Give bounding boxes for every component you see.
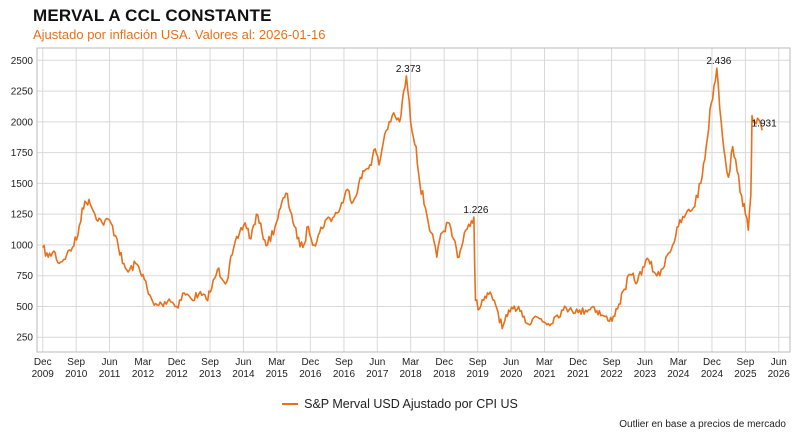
legend-label: S&P Merval USD Ajustado por CPI US <box>304 397 518 411</box>
x-tick-label: Jun <box>771 357 787 368</box>
x-tick-label-year: 2016 <box>299 369 322 380</box>
x-tick-label-year: 2016 <box>333 369 356 380</box>
x-tick-label-year: 2013 <box>199 369 222 380</box>
x-tick-label: Sep <box>737 357 755 368</box>
y-tick-label: 250 <box>16 333 33 344</box>
y-tick-label: 1750 <box>11 148 34 159</box>
x-tick-label-year: 2018 <box>400 369 423 380</box>
data-label: 2.436 <box>706 56 731 67</box>
y-tick-label: 1250 <box>11 210 34 221</box>
x-tick-label: Sep <box>335 357 353 368</box>
x-tick-label-year: 2010 <box>65 369 88 380</box>
axis-layer: 250 500 750 1000 1250 1500 1750 2000 2250 2500 Dec… <box>11 47 791 380</box>
chart-title: MERVAL A CCL CONSTANTE <box>33 6 272 25</box>
x-tick-label-year: 2023 <box>634 369 657 380</box>
x-tick-label-year: 2024 <box>667 369 690 380</box>
x-tick-label: Sep <box>67 357 85 368</box>
y-tick-label: 1500 <box>11 179 34 190</box>
y-tick-label: 2000 <box>11 117 34 128</box>
x-tick-label-year: 2019 <box>467 369 490 380</box>
data-label: 1.226 <box>463 205 488 216</box>
x-tick-label-year: 2024 <box>701 369 724 380</box>
x-tick-label-year: 2014 <box>232 369 255 380</box>
x-tick-label: Jun <box>637 357 653 368</box>
x-tick-label: Mar <box>536 357 554 368</box>
x-tick-label-year: 2018 <box>433 369 456 380</box>
x-tick-label-year: 2026 <box>768 369 791 380</box>
x-tick-label-year: 2009 <box>32 369 55 380</box>
x-tick-label: Jun <box>503 357 519 368</box>
legend[interactable]: S&P Merval USD Ajustado por CPI US <box>0 397 800 411</box>
footnote: Outlier en base a precios de mercado <box>619 419 786 430</box>
y-tick-label: 750 <box>16 271 33 282</box>
x-tick-label: Mar <box>268 357 286 368</box>
x-tick-label: Sep <box>201 357 219 368</box>
legend-line-swatch <box>282 402 299 405</box>
x-tick-label-year: 2012 <box>132 369 155 380</box>
x-tick-label-year: 2017 <box>366 369 389 380</box>
x-tick-label: Jun <box>235 357 251 368</box>
x-tick-label: Mar <box>134 357 152 368</box>
plot-frame <box>36 47 791 353</box>
x-tick-label: Jun <box>369 357 385 368</box>
x-tick-label: Dec <box>301 357 319 368</box>
x-tick-label-year: 2011 <box>99 369 121 380</box>
y-tick-label: 500 <box>16 302 33 313</box>
x-tick-label: Sep <box>603 357 621 368</box>
y-tick-label: 2500 <box>11 56 34 67</box>
data-label: 2.373 <box>396 64 421 75</box>
x-tick-label: Sep <box>469 357 487 368</box>
grid-layer <box>37 48 790 352</box>
chart-subtitle: Ajustado por inflación USA. Valores al: … <box>33 27 326 42</box>
data-label: 1.931 <box>752 118 777 129</box>
x-tick-label-year: 2012 <box>165 369 188 380</box>
x-tick-label: Dec <box>569 357 587 368</box>
x-tick-label: Dec <box>703 357 721 368</box>
x-tick-label-year: 2021 <box>567 369 590 380</box>
y-tick-label: 2250 <box>11 87 34 98</box>
x-tick-label: Mar <box>402 357 420 368</box>
x-tick-label: Jun <box>101 357 117 368</box>
x-tick-label-year: 2015 <box>266 369 289 380</box>
x-tick-label: Dec <box>435 357 453 368</box>
x-tick-label: Mar <box>670 357 688 368</box>
x-tick-label-year: 2020 <box>500 369 523 380</box>
x-tick-label: Dec <box>168 357 186 368</box>
series-layer <box>42 67 763 330</box>
annotation-layer: 2.373 1.226 2.436 1.931 <box>396 56 777 216</box>
x-tick-label-year: 2021 <box>533 369 556 380</box>
x-tick-label-year: 2022 <box>600 369 623 380</box>
series-line <box>42 67 763 330</box>
x-tick-label: Dec <box>34 357 52 368</box>
y-tick-label: 1000 <box>11 240 34 251</box>
x-tick-label-year: 2025 <box>734 369 757 380</box>
